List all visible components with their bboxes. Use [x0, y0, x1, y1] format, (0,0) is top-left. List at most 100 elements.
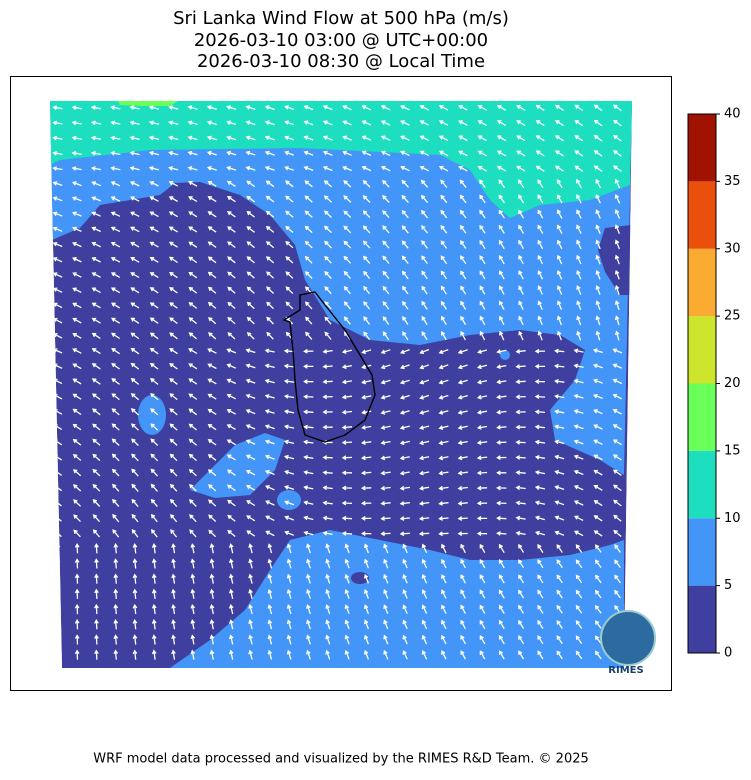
wind-arrow — [171, 619, 176, 630]
wind-arrow — [476, 485, 488, 491]
wind-arrow — [479, 285, 486, 295]
wind-arrow — [441, 650, 447, 660]
wind-arrow — [573, 394, 584, 399]
wind-arrow — [419, 135, 429, 141]
wind-arrow — [188, 211, 198, 218]
wind-arrow — [421, 589, 428, 599]
wind-arrow — [479, 300, 486, 310]
wind-arrow — [149, 287, 159, 294]
wind-arrow — [518, 194, 525, 204]
wind-arrow — [361, 470, 372, 476]
wind-arrow — [129, 135, 140, 141]
wind-arrow — [132, 619, 138, 630]
wind-arrow — [496, 394, 507, 400]
wind-arrow — [457, 531, 468, 536]
wind-arrow — [206, 120, 217, 126]
wind-arrow — [419, 455, 430, 461]
wind-arrow — [190, 634, 196, 645]
wind-arrow — [131, 498, 139, 508]
wind-arrow — [303, 165, 314, 172]
wind-arrow — [614, 589, 621, 599]
wind-arrow — [171, 588, 176, 599]
wind-arrow — [113, 603, 119, 615]
wind-arrow — [614, 193, 621, 204]
wind-arrow — [129, 150, 140, 156]
wind-arrow — [265, 195, 275, 203]
wind-arrow — [306, 649, 311, 660]
wind-arrow — [382, 255, 390, 264]
wind-arrow — [382, 194, 390, 203]
wind-arrow — [556, 254, 563, 265]
wind-arrow — [228, 619, 234, 630]
wind-arrow — [516, 165, 526, 172]
wind-arrow — [498, 224, 505, 234]
wind-arrow — [323, 210, 332, 218]
wind-arrow — [111, 378, 120, 385]
wind-arrow — [284, 135, 295, 141]
wind-arrow — [554, 120, 564, 127]
wind-arrow — [573, 378, 584, 384]
wind-arrow — [113, 558, 119, 569]
wind-arrow — [595, 239, 601, 250]
wind-arrow — [206, 135, 217, 141]
wind-arrow — [498, 574, 505, 584]
wind-arrow — [554, 104, 564, 111]
wind-arrow — [595, 315, 601, 326]
wind-arrow — [322, 515, 333, 521]
wind-arrow — [187, 120, 198, 126]
wind-arrow — [399, 425, 410, 430]
wind-arrow — [266, 301, 274, 310]
wind-arrow — [113, 588, 119, 599]
wind-arrow — [91, 257, 101, 263]
wind-arrow — [72, 393, 82, 400]
wind-arrow — [438, 150, 449, 157]
wind-arrow — [343, 316, 351, 325]
wind-arrow — [248, 619, 253, 630]
wind-arrow — [72, 469, 82, 477]
wind-arrow — [267, 588, 273, 599]
wind-arrow — [459, 209, 467, 219]
wind-arrow — [537, 239, 544, 250]
wind-arrow — [303, 120, 314, 126]
wind-arrow — [228, 603, 234, 615]
wind-arrow — [593, 165, 603, 172]
wind-arrow — [518, 574, 525, 584]
wind-arrow — [537, 194, 544, 204]
wind-arrow — [111, 453, 120, 462]
wind-arrow — [401, 179, 409, 188]
wind-arrow — [208, 514, 217, 522]
wind-arrow — [343, 240, 352, 249]
wind-arrow — [362, 180, 371, 188]
wind-arrow — [286, 649, 292, 660]
wind-arrow — [576, 330, 582, 341]
wind-arrow — [576, 269, 582, 280]
wind-arrow — [169, 287, 178, 294]
wind-arrow — [343, 195, 352, 203]
wind-arrow — [382, 210, 390, 219]
wind-arrow — [245, 165, 256, 171]
wind-arrow — [226, 484, 236, 492]
wind-arrow — [380, 500, 391, 506]
wind-arrow — [518, 315, 524, 326]
wind-arrow — [284, 485, 295, 491]
wind-arrow — [151, 603, 157, 615]
wind-arrow — [534, 515, 545, 521]
title-line: 2026-03-10 08:30 @ Local Time — [197, 51, 485, 72]
wind-arrow — [518, 589, 525, 599]
wind-arrow — [573, 363, 584, 369]
title-line: Sri Lanka Wind Flow at 500 hPa (m/s) — [173, 8, 509, 29]
wind-arrow — [438, 364, 449, 370]
wind-arrow — [556, 604, 563, 614]
wind-arrow — [190, 543, 196, 554]
wind-arrow — [303, 409, 314, 415]
wind-arrow — [612, 150, 622, 157]
wind-arrow — [380, 485, 391, 491]
wind-arrow — [52, 120, 63, 126]
wind-arrow — [341, 424, 353, 430]
wind-arrow — [207, 256, 217, 264]
wind-arrow — [614, 559, 621, 568]
wind-arrow — [190, 573, 196, 584]
wind-arrow — [556, 574, 563, 584]
wind-arrow — [477, 150, 487, 157]
wind-arrow — [537, 543, 544, 553]
